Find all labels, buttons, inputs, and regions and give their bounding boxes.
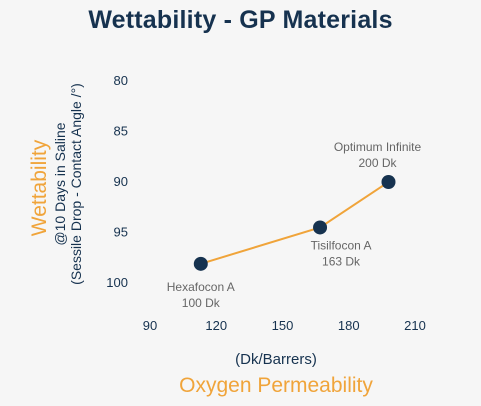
x-tick-label-4: 210: [404, 318, 426, 333]
y-tick-label-2: 90: [114, 174, 128, 189]
y-tick-label-0: 80: [114, 73, 128, 88]
point-label-name-0: Hexafocon A: [167, 280, 235, 294]
x-axis-title: Oxygen Permeability: [179, 374, 373, 397]
point-labels: Hexafocon A 100 Dk Tisilfocon A 163 Dk Optim…: [167, 140, 422, 310]
y-axis-titles: Wettability @10 Days in Saline (Sessile …: [28, 83, 84, 285]
y-tick-label-1: 85: [114, 124, 128, 139]
x-tick-label-3: 180: [338, 318, 360, 333]
y-tick-label-4: 100: [106, 275, 128, 290]
series-wettability: [194, 175, 396, 271]
data-point-2: [382, 175, 396, 189]
x-tick-label-2: 150: [272, 318, 294, 333]
point-label-dk-1: 163 Dk: [322, 254, 361, 268]
data-point-0: [194, 257, 208, 271]
x-axis-unit: (Dk/Barrers): [235, 351, 317, 368]
y-axis-title: Wettability: [28, 139, 51, 236]
data-point-1: [313, 220, 327, 234]
x-tick-label-0: 90: [143, 318, 157, 333]
y-axis-subtitle-2: (Sessile Drop - Contact Angle /°): [68, 83, 84, 285]
point-label-dk-0: 100 Dk: [182, 296, 221, 310]
y-axis-subtitle-1: @10 Days in Saline: [52, 122, 68, 245]
point-label-name-1: Tisilfocon A: [311, 238, 372, 252]
y-tick-labels: 80 85 90 95 100: [106, 73, 128, 290]
point-label-dk-2: 200 Dk: [358, 156, 397, 170]
x-tick-label-1: 120: [205, 318, 227, 333]
x-tick-labels: 90 120 150 180 210: [143, 318, 426, 333]
y-tick-label-3: 95: [114, 225, 128, 240]
point-label-name-2: Optimum Infinite: [334, 140, 422, 154]
